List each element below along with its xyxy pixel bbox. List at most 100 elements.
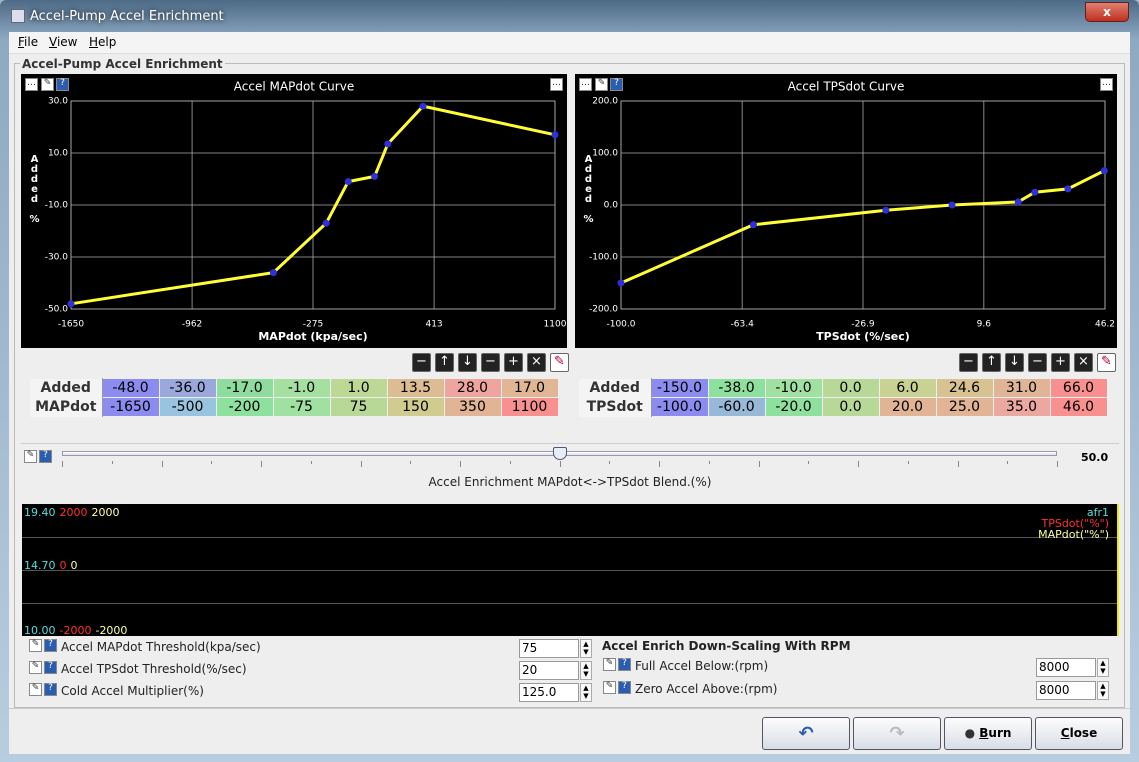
- curve-table: Added -150.0 -38.0 -10.0 0.0 6.0 24.6 31.0 66.0 T…: [579, 378, 1108, 417]
- spinner[interactable]: ▲ ▼: [580, 639, 592, 658]
- table-cell: 35.0: [992, 397, 1051, 417]
- row-header: MAPdot: [30, 397, 103, 417]
- spinner[interactable]: ▲ ▼: [1097, 681, 1109, 700]
- log-legend: TPSdot("%"): [1041, 517, 1109, 530]
- table-cell: 46.0: [1049, 397, 1108, 417]
- edit-icon[interactable]: ✎: [29, 683, 42, 696]
- spinner[interactable]: ▲ ▼: [1097, 658, 1109, 677]
- spinner[interactable]: ▲ ▼: [580, 661, 592, 680]
- menu-item[interactable]: View: [49, 35, 78, 49]
- slider-tick: [62, 461, 63, 467]
- undo-button[interactable]: ↶: [762, 717, 850, 750]
- slider-tick: [410, 461, 412, 464]
- toolbar-button[interactable]: ✎: [550, 353, 569, 372]
- toolbar-button[interactable]: ↑: [435, 353, 454, 372]
- curve-line: [70, 104, 556, 306]
- toolbar-button[interactable]: ✎: [1097, 353, 1116, 372]
- x-tick-label: 413: [425, 320, 442, 330]
- help-icon[interactable]: ?: [618, 681, 631, 694]
- chart: Accel MAPdot Curve -50.0 -30.0 -10.0 10.0 30.…: [45, 80, 567, 344]
- help-icon[interactable]: ?: [39, 450, 52, 463]
- curve-point: [1014, 198, 1022, 206]
- section-title: Accel Enrich Down-Scaling With RPM: [602, 639, 851, 653]
- curve-point: [419, 102, 427, 110]
- toolbar-button[interactable]: −: [412, 353, 431, 372]
- text-field[interactable]: 20: [519, 661, 579, 680]
- menu-item[interactable]: File: [18, 35, 39, 49]
- app-icon: [11, 9, 25, 23]
- y-tick-label: 200.0: [592, 97, 618, 107]
- slider-tick: [559, 461, 561, 467]
- menu-icon[interactable]: …: [1100, 78, 1113, 91]
- text-field[interactable]: 8000: [1036, 681, 1096, 700]
- group-border: [14, 63, 1125, 708]
- text-field[interactable]: 125.0: [519, 683, 579, 702]
- toolbar-button[interactable]: ↓: [1005, 353, 1024, 372]
- help-icon[interactable]: ?: [44, 683, 57, 696]
- toolbar-button[interactable]: +: [1051, 353, 1070, 372]
- edit-icon[interactable]: ✎: [603, 658, 616, 671]
- table-cell: -10.0: [764, 378, 823, 398]
- edit-icon[interactable]: ✎: [29, 661, 42, 674]
- toolbar-button[interactable]: ×: [1074, 353, 1093, 372]
- slider-panel: ✎ ? 50.0 Accel Enrichment MAPdot<->TPSdo…: [21, 443, 1119, 495]
- menu-icon[interactable]: …: [25, 78, 38, 91]
- help-icon[interactable]: ?: [610, 78, 623, 91]
- log-legend: afr1: [1086, 506, 1109, 519]
- slider-thumb[interactable]: [553, 447, 567, 460]
- menu-icon[interactable]: …: [550, 78, 563, 91]
- panel-title: Accel-Pump Accel Enrichment: [20, 57, 225, 71]
- toolbar-button[interactable]: −: [959, 353, 978, 372]
- x-axis-label: MAPdot (kpa/sec): [258, 330, 367, 343]
- log-scale-row: 10.00 -2000 -2000: [24, 624, 131, 637]
- log-scale-label: 14.70: [24, 559, 56, 572]
- table-cell: 24.6: [935, 378, 994, 398]
- edit-icon[interactable]: ✎: [603, 681, 616, 694]
- toolbar-button[interactable]: ↓: [458, 353, 477, 372]
- table-cell: 1100: [500, 397, 559, 417]
- curve-point: [1064, 185, 1072, 193]
- chart-title: Accel TPSdot Curve: [788, 80, 905, 94]
- toolbar-button[interactable]: ↑: [982, 353, 1001, 372]
- table-cell: 31.0: [992, 378, 1051, 398]
- edit-icon[interactable]: ✎: [595, 78, 608, 91]
- toolbar-button[interactable]: +: [504, 353, 523, 372]
- table-cell: -150.0: [650, 378, 709, 398]
- x-tick-label: -63.4: [731, 320, 755, 330]
- toolbar-button[interactable]: −: [481, 353, 500, 372]
- text-field[interactable]: 8000: [1036, 658, 1096, 677]
- curve-point: [371, 172, 379, 180]
- help-icon[interactable]: ?: [44, 661, 57, 674]
- toolbar-button[interactable]: −: [1028, 353, 1047, 372]
- burn-button[interactable]: ● Burn: [944, 717, 1032, 750]
- setting-label: Accel MAPdot Threshold(kpa/sec): [61, 640, 261, 654]
- help-icon[interactable]: ?: [44, 639, 57, 652]
- toolbar-button[interactable]: ×: [527, 353, 546, 372]
- text-field[interactable]: 75: [519, 639, 579, 658]
- curve-point: [269, 269, 277, 277]
- table-cell: -48.0: [101, 378, 160, 398]
- log-legend: MAPdot("%"): [1038, 528, 1109, 541]
- table-cell: -36.0: [158, 378, 217, 398]
- menu-icon[interactable]: …: [579, 78, 592, 91]
- close-button[interactable]: Close: [1035, 717, 1123, 750]
- window-body: File View Help Accel-Pump Accel Enrichme…: [9, 32, 1130, 754]
- table-cell: 6.0: [878, 378, 937, 398]
- edit-icon[interactable]: ✎: [41, 78, 54, 91]
- chart: Accel TPSdot Curve -200.0 -100.0 0.0 100.0 20…: [589, 80, 1115, 344]
- menu-item[interactable]: Help: [89, 35, 117, 49]
- table-cell: -75: [272, 397, 331, 417]
- edit-icon[interactable]: ✎: [29, 639, 42, 652]
- help-icon[interactable]: ?: [56, 78, 69, 91]
- edit-icon[interactable]: ✎: [24, 450, 37, 463]
- y-tick-label: 100.0: [592, 149, 618, 159]
- setting-label: Cold Accel Multiplier(%): [61, 684, 204, 698]
- close-window-button[interactable]: x: [1085, 2, 1129, 22]
- help-icon[interactable]: ?: [618, 658, 631, 671]
- spinner[interactable]: ▲ ▼: [580, 683, 592, 702]
- table-cell: -200: [215, 397, 274, 417]
- table-row: TPSdot -100.0 -60.0 -20.0 0.0 20.0 25.0 35.0 46.…: [579, 397, 1108, 417]
- log-chart: afr1 TPSdot("%") MAPdot("%") 19.40 2000 2000 1…: [22, 504, 1119, 637]
- log-scale-row: 19.40 2000 2000: [24, 506, 124, 519]
